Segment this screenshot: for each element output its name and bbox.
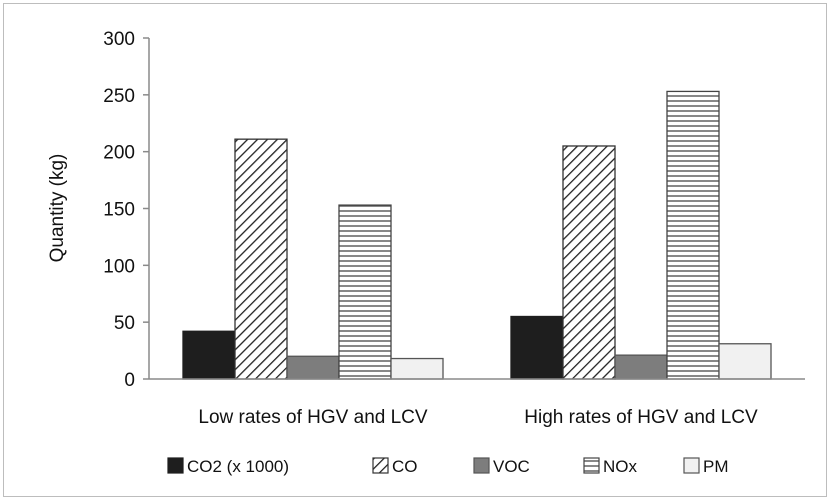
- legend-label: PM: [703, 457, 729, 476]
- x-category-label: High rates of HGV and LCV: [524, 407, 758, 428]
- y-tick-label: 250: [103, 86, 135, 107]
- y-tick-label: 150: [103, 200, 135, 221]
- x-axis-categories: Low rates of HGV and LCV High rates of HG…: [198, 407, 758, 428]
- bar-co: [562, 145, 616, 380]
- legend-label: CO: [392, 457, 418, 476]
- bar-voc: [614, 354, 668, 380]
- bar-pm: [718, 343, 772, 380]
- legend-swatch: [683, 457, 700, 474]
- legend-label: CO2 (x 1000): [187, 457, 289, 476]
- legend-swatch: [583, 457, 600, 474]
- x-category-label: Low rates of HGV and LCV: [198, 407, 427, 428]
- y-tick-label: 100: [103, 256, 135, 277]
- y-tick-label: 0: [124, 370, 135, 391]
- bar-nox: [666, 90, 720, 380]
- y-tick-label: 200: [103, 143, 135, 164]
- legend-swatch: [372, 457, 389, 474]
- y-axis-label: Quantity (kg): [47, 154, 68, 263]
- y-tick-label: 300: [103, 29, 135, 50]
- bar-co2-x-1000: [182, 330, 236, 380]
- y-axis-ticks: 0 50 100 150 200 250 300: [103, 29, 149, 391]
- legend: CO2 (x 1000) CO VOC NOx PM: [167, 457, 729, 476]
- bar-series: [182, 90, 772, 380]
- legend-label: VOC: [493, 457, 530, 476]
- bar-nox: [338, 204, 392, 380]
- legend-label: NOx: [603, 457, 638, 476]
- bar-co: [234, 138, 288, 380]
- y-tick-label: 50: [114, 313, 135, 334]
- legend-swatch: [167, 457, 184, 474]
- legend-swatch: [473, 457, 490, 474]
- bar-voc: [286, 355, 340, 380]
- bar-co2-x-1000: [510, 315, 564, 380]
- bar-pm: [390, 357, 444, 380]
